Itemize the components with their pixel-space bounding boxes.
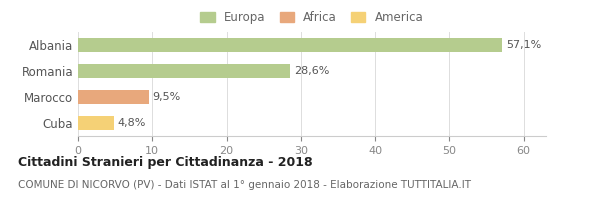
Bar: [78, 90, 149, 104]
Bar: [78, 64, 290, 78]
Text: 4,8%: 4,8%: [118, 118, 146, 128]
Text: 57,1%: 57,1%: [506, 40, 541, 50]
Text: 9,5%: 9,5%: [152, 92, 181, 102]
Text: COMUNE DI NICORVO (PV) - Dati ISTAT al 1° gennaio 2018 - Elaborazione TUTTITALIA: COMUNE DI NICORVO (PV) - Dati ISTAT al 1…: [18, 180, 471, 190]
Text: Cittadini Stranieri per Cittadinanza - 2018: Cittadini Stranieri per Cittadinanza - 2…: [18, 156, 313, 169]
Text: 28,6%: 28,6%: [294, 66, 329, 76]
Legend: Europa, Africa, America: Europa, Africa, America: [200, 11, 424, 24]
Bar: [78, 38, 502, 52]
Bar: [78, 116, 113, 130]
